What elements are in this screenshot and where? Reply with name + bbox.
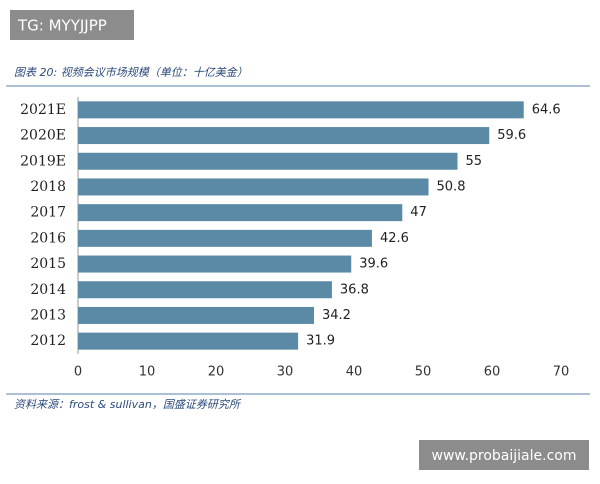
chart-title: 图表 20: 视频会议市场规模（单位：十亿美金）	[14, 66, 248, 79]
value-label: 47	[410, 205, 427, 220]
bar	[78, 127, 490, 145]
value-label: 31.9	[306, 334, 335, 349]
bar	[78, 229, 372, 247]
bar	[78, 332, 299, 350]
source-note: 资料来源：frost & sullivan，国盛证券研究所	[14, 398, 242, 411]
value-label: 34.2	[322, 308, 351, 323]
x-tick-label: 0	[74, 365, 82, 380]
bar	[78, 152, 458, 170]
value-label: 36.8	[340, 282, 369, 297]
x-tick-label: 40	[346, 365, 363, 380]
bar	[78, 204, 403, 222]
watermark-box	[419, 440, 589, 470]
watermark: TG: MYYJJPP	[17, 17, 107, 35]
value-label: 59.6	[497, 128, 526, 143]
x-tick-label: 60	[484, 365, 501, 380]
value-label: 42.6	[380, 231, 409, 246]
bar	[78, 101, 524, 119]
value-label: 64.6	[532, 102, 561, 117]
watermark: www.probaijiale.com	[432, 448, 577, 464]
watermark-box	[10, 10, 134, 40]
y-tick-label: 2016	[30, 230, 66, 246]
y-tick-label: 2015	[30, 256, 66, 272]
y-tick-label: 2021E	[20, 102, 66, 118]
y-tick-label: 2019E	[20, 153, 66, 169]
x-tick-label: 20	[208, 365, 225, 380]
bar	[78, 178, 429, 196]
x-tick-label: 10	[139, 365, 156, 380]
x-tick-label: 70	[553, 365, 570, 380]
bar	[78, 281, 332, 299]
y-tick-label: 2017	[30, 205, 66, 221]
bar	[78, 306, 314, 324]
bar	[78, 255, 352, 273]
value-label: 55	[466, 154, 483, 169]
y-tick-label: 2012	[30, 333, 66, 349]
x-tick-label: 30	[277, 365, 294, 380]
value-label: 50.8	[437, 179, 466, 194]
y-tick-label: 2013	[30, 307, 66, 323]
value-label: 39.6	[359, 257, 388, 272]
y-tick-label: 2014	[30, 282, 66, 298]
x-tick-label: 50	[415, 365, 432, 380]
y-tick-label: 2020E	[20, 128, 66, 144]
y-tick-label: 2018	[30, 179, 66, 195]
